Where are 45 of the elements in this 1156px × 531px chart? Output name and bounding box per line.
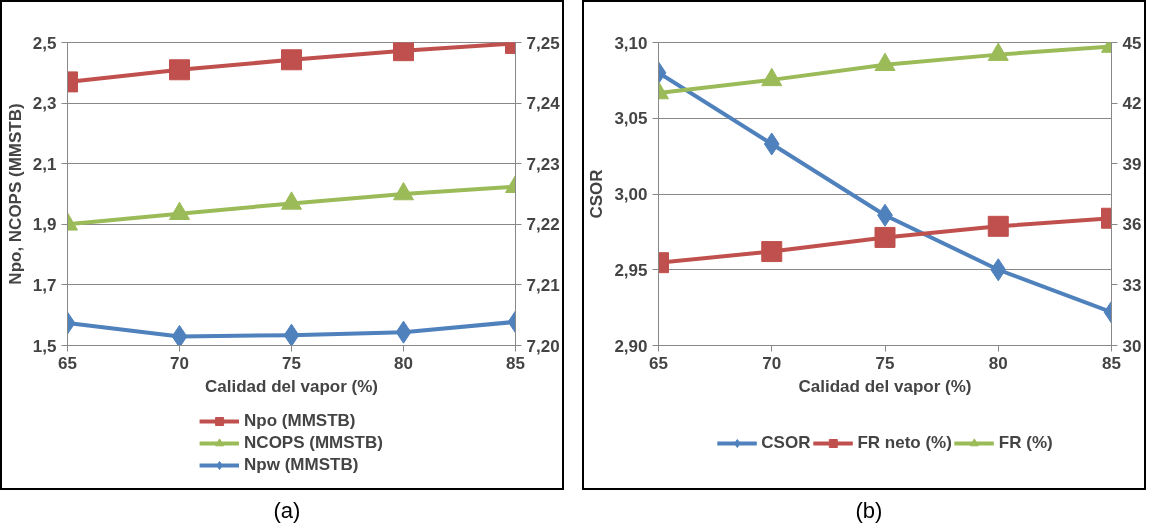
y-tick-label: 1,9 [32, 215, 57, 235]
y-tick-label: 2,1 [32, 154, 57, 174]
x-tick-label: 65 [58, 353, 77, 373]
y2-tick-label: 7,21 [526, 275, 560, 295]
x-tick-label: 75 [282, 353, 301, 373]
y-axis-title: CSOR [587, 169, 607, 219]
legend-label: FR neto (%) [857, 433, 952, 453]
y-tick-label: 2,95 [614, 260, 648, 280]
y-tick-label: 2,5 [32, 33, 57, 53]
x-tick-label: 65 [649, 353, 668, 373]
x-tick-label: 80 [394, 353, 413, 373]
y-tick-label: 1,7 [32, 275, 57, 295]
legend-label: FR (%) [998, 433, 1053, 453]
legend-label: Npw (MMSTB) [244, 455, 359, 475]
y2-tick-label: 33 [1122, 275, 1142, 295]
x-tick-label: 85 [506, 353, 525, 373]
x-axis-title: Calidad del vapor (%) [798, 376, 972, 396]
legend-label: CSOR [761, 433, 811, 453]
text: (b) [855, 497, 883, 525]
y2-tick-label: 42 [1122, 94, 1142, 114]
legend-label: Npo (MMSTB) [244, 411, 356, 431]
x-tick-label: 70 [170, 353, 189, 373]
y-tick-label: 2,3 [32, 94, 57, 114]
y-tick-label: 3,10 [614, 33, 648, 53]
x-tick-label: 80 [988, 353, 1008, 373]
y2-tick-label: 7,22 [526, 215, 560, 235]
y2-tick-label: 45 [1122, 33, 1142, 53]
x-tick-label: 85 [1102, 353, 1121, 373]
x-axis-title: Calidad del vapor (%) [205, 376, 378, 396]
y-tick-label: 3,05 [614, 109, 648, 129]
y-tick-label: 2,90 [614, 336, 648, 356]
y-tick-label: 1,5 [32, 336, 57, 356]
y2-tick-label: 30 [1122, 336, 1142, 356]
y2-tick-label: 36 [1122, 215, 1142, 235]
y2-tick-label: 7,20 [526, 336, 560, 356]
y2-tick-label: 7,23 [526, 154, 560, 174]
y2-tick-label: 7,25 [526, 33, 560, 53]
y-tick-label: 3,00 [614, 185, 648, 204]
x-tick-label: 70 [762, 353, 782, 373]
y-axis-title: Npo, NCOPS (MMSTB) [5, 103, 25, 285]
y2-tick-label: 39 [1122, 154, 1142, 174]
text: (a) [273, 497, 301, 525]
x-tick-label: 75 [875, 353, 895, 373]
y2-tick-label: 7,24 [526, 94, 561, 114]
legend-label: NCOPS (MMSTB) [244, 433, 383, 453]
